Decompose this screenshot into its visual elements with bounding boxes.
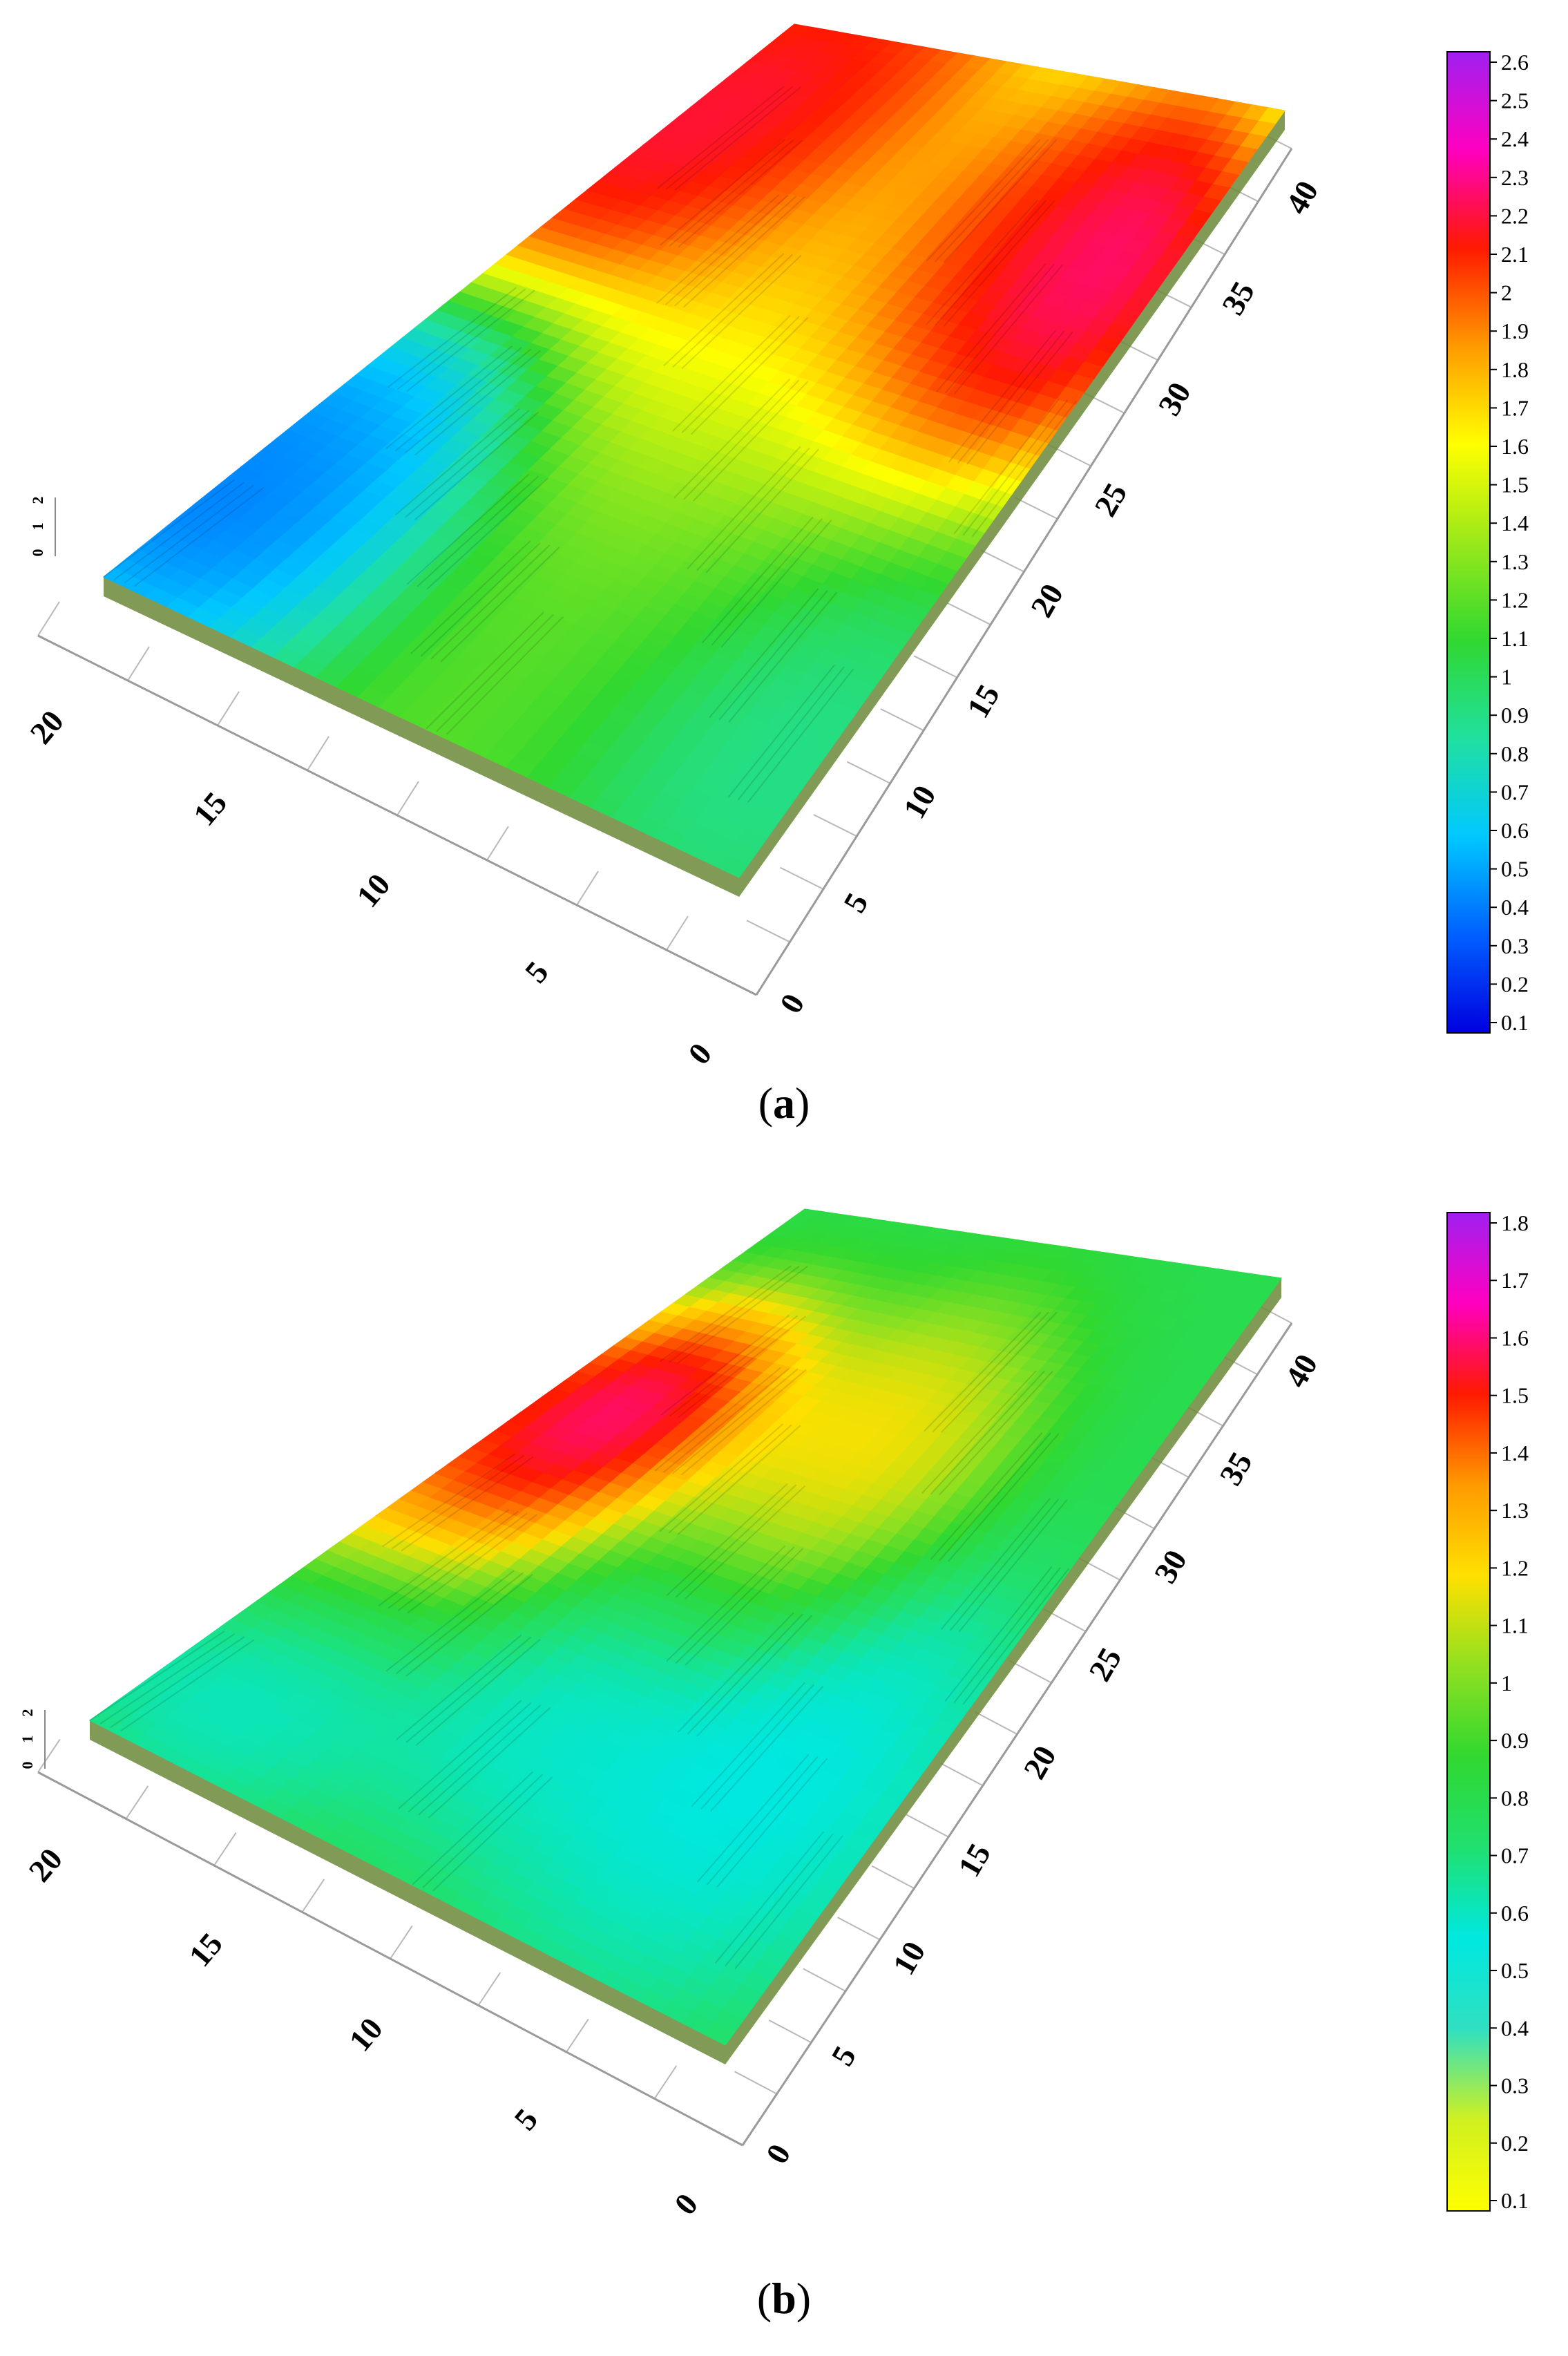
z-axis: 0 1 2 <box>19 1709 46 1769</box>
z-tick-label: 1 <box>29 523 46 531</box>
colorbar-tick-label: 1.5 <box>1501 473 1529 497</box>
x-tick-label: 0 <box>681 1036 718 1071</box>
caption-b: (b) <box>756 2274 812 2323</box>
z-tick-label: 1 <box>19 1736 36 1743</box>
colorbar-tick-label: 1.1 <box>1501 1613 1529 1638</box>
x-tick-label: 0 <box>667 2187 705 2221</box>
colorbar-tick-label: 1.1 <box>1501 626 1529 651</box>
colorbar-tick-label: 1 <box>1501 1671 1512 1695</box>
y-tick-label: 30 <box>1147 1544 1194 1589</box>
floor-grid <box>37 1300 1293 2147</box>
z-tick-label: 2 <box>29 497 46 504</box>
x-tick-label: 15 <box>187 785 234 832</box>
y-tick-label: 15 <box>960 678 1006 723</box>
colorbar-tick-label: 1.6 <box>1501 434 1529 459</box>
y-tick-label: 30 <box>1151 377 1198 421</box>
colorbar-tick-label: 0.1 <box>1501 1010 1529 1035</box>
x-tick-label: 20 <box>22 1841 70 1888</box>
colorbar-tick-label: 1.2 <box>1501 1555 1529 1580</box>
y-tick-label: 20 <box>1017 1740 1063 1785</box>
z-axis: 0 1 2 <box>29 497 56 557</box>
x-tick-label: 10 <box>342 2011 390 2058</box>
y-tick-label: 5 <box>824 2040 863 2071</box>
colorbar-tick-label: 2.3 <box>1501 165 1529 190</box>
colorbar-tick-label: 1.4 <box>1501 1441 1529 1465</box>
surface <box>102 23 1286 897</box>
colorbar-tick-label: 0.9 <box>1501 1728 1529 1753</box>
y-tick-label: 35 <box>1212 1446 1259 1491</box>
surface-plot-panel-a: 0 5 10 15 20 0 5 10 15 20 25 30 35 40 0 1 2 0.1 0.2 0.3 0.4 0… <box>23 23 1529 1128</box>
colorbar-tick-label: 2.2 <box>1501 203 1529 228</box>
colorbar-tick-label: 0.8 <box>1501 741 1529 766</box>
surface-plot-a: 0510152005101520253035400120.10.20.30.40… <box>23 23 1529 1071</box>
colorbar-tick-label: 1.7 <box>1501 1268 1529 1293</box>
colorbar-tick-label: 1.7 <box>1501 395 1529 420</box>
colorbar-tick-label: 1.8 <box>1501 357 1529 382</box>
x-tick-label: 5 <box>507 2102 544 2136</box>
colorbar-gradient <box>1446 51 1491 1034</box>
colorbar-tick-label: 1.8 <box>1501 1210 1529 1235</box>
colorbar-tick-label: 0.4 <box>1501 895 1529 920</box>
colorbar-tick-label: 1.3 <box>1501 549 1529 574</box>
y-tick-label: 0 <box>759 2138 798 2169</box>
colorbar-gradient <box>1446 1212 1491 2212</box>
colorbar-tick-label: 0.3 <box>1501 933 1529 958</box>
colorbar-tick-label: 0.1 <box>1501 2188 1529 2213</box>
y-tick-label: 10 <box>886 1935 932 1980</box>
y-tick-label: 40 <box>1278 1348 1324 1393</box>
colorbar-tick-label: 0.6 <box>1501 818 1529 843</box>
colorbar-tick-label: 0.6 <box>1501 1901 1529 1926</box>
caption-a: (a) <box>758 1079 810 1128</box>
x-tick-label: 20 <box>23 703 70 750</box>
y-tick-label: 35 <box>1215 276 1261 321</box>
surface-plot-b: 0510152005101520253035400120.10.20.30.40… <box>19 1208 1529 2221</box>
y-tick-label: 0 <box>773 988 812 1019</box>
y-tick-label: 25 <box>1082 1642 1128 1687</box>
surface <box>88 1208 1283 2064</box>
y-tick-label: 20 <box>1024 578 1070 623</box>
x-tick-label: 10 <box>350 867 397 914</box>
z-tick-label: 2 <box>19 1709 36 1717</box>
colorbar-tick-label: 0.3 <box>1501 2073 1529 2098</box>
colorbar: 0.1 0.2 0.3 0.4 0.5 0.6 0.7 0.8 0.9 1 1.1 1.2 1.3 1.4… <box>1446 50 1529 1035</box>
colorbar-tick-label: 1.3 <box>1501 1498 1529 1523</box>
z-tick-label: 0 <box>19 1762 36 1769</box>
colorbar-tick-label: 2 <box>1501 281 1512 305</box>
colorbar: 0.1 0.2 0.3 0.4 0.5 0.6 0.7 0.8 0.9 1 1.1 1.2 1.3 1.4… <box>1446 1210 1529 2213</box>
colorbar-tick-label: 2.5 <box>1501 88 1529 113</box>
colorbar-tick-label: 1.6 <box>1501 1325 1529 1350</box>
colorbar-tick-label: 0.9 <box>1501 703 1529 728</box>
x-tick-label: 15 <box>182 1926 229 1973</box>
colorbar-tick-label: 0.5 <box>1501 857 1529 882</box>
y-tick-label: 25 <box>1087 477 1134 522</box>
surface-plot-panel-b: 0 5 10 15 20 0 5 10 15 20 25 30 35 40 0 1 2 0.1 0.2 0.3 0.4 0… <box>0 1178 1568 2356</box>
y-tick-label: 10 <box>897 779 943 824</box>
y-tick-label: 40 <box>1279 175 1325 220</box>
x-tick-label: 5 <box>518 955 555 989</box>
floor-grid <box>37 126 1293 996</box>
colorbar-tick-label: 0.2 <box>1501 2131 1529 2156</box>
y-tick-label: 5 <box>836 887 875 918</box>
colorbar-tick-label: 0.2 <box>1501 971 1529 996</box>
colorbar-tick-label: 0.7 <box>1501 779 1529 804</box>
colorbar-tick-label: 2.4 <box>1501 126 1529 151</box>
colorbar-tick-label: 1 <box>1501 665 1512 690</box>
colorbar-tick-label: 2.1 <box>1501 242 1529 267</box>
colorbar-tick-label: 1.5 <box>1501 1383 1529 1408</box>
colorbar-tick-label: 0.8 <box>1501 1785 1529 1810</box>
colorbar-tick-label: 0.5 <box>1501 1958 1529 1983</box>
colorbar-tick-label: 0.7 <box>1501 1843 1529 1868</box>
colorbar-tick-label: 1.4 <box>1501 511 1529 535</box>
colorbar-tick-label: 1.9 <box>1501 319 1529 343</box>
z-tick-label: 0 <box>29 549 46 557</box>
colorbar-tick-label: 0.4 <box>1501 2015 1529 2040</box>
colorbar-tick-label: 1.2 <box>1501 587 1529 612</box>
colorbar-tick-label: 2.6 <box>1501 50 1529 75</box>
y-tick-label: 15 <box>951 1838 997 1883</box>
